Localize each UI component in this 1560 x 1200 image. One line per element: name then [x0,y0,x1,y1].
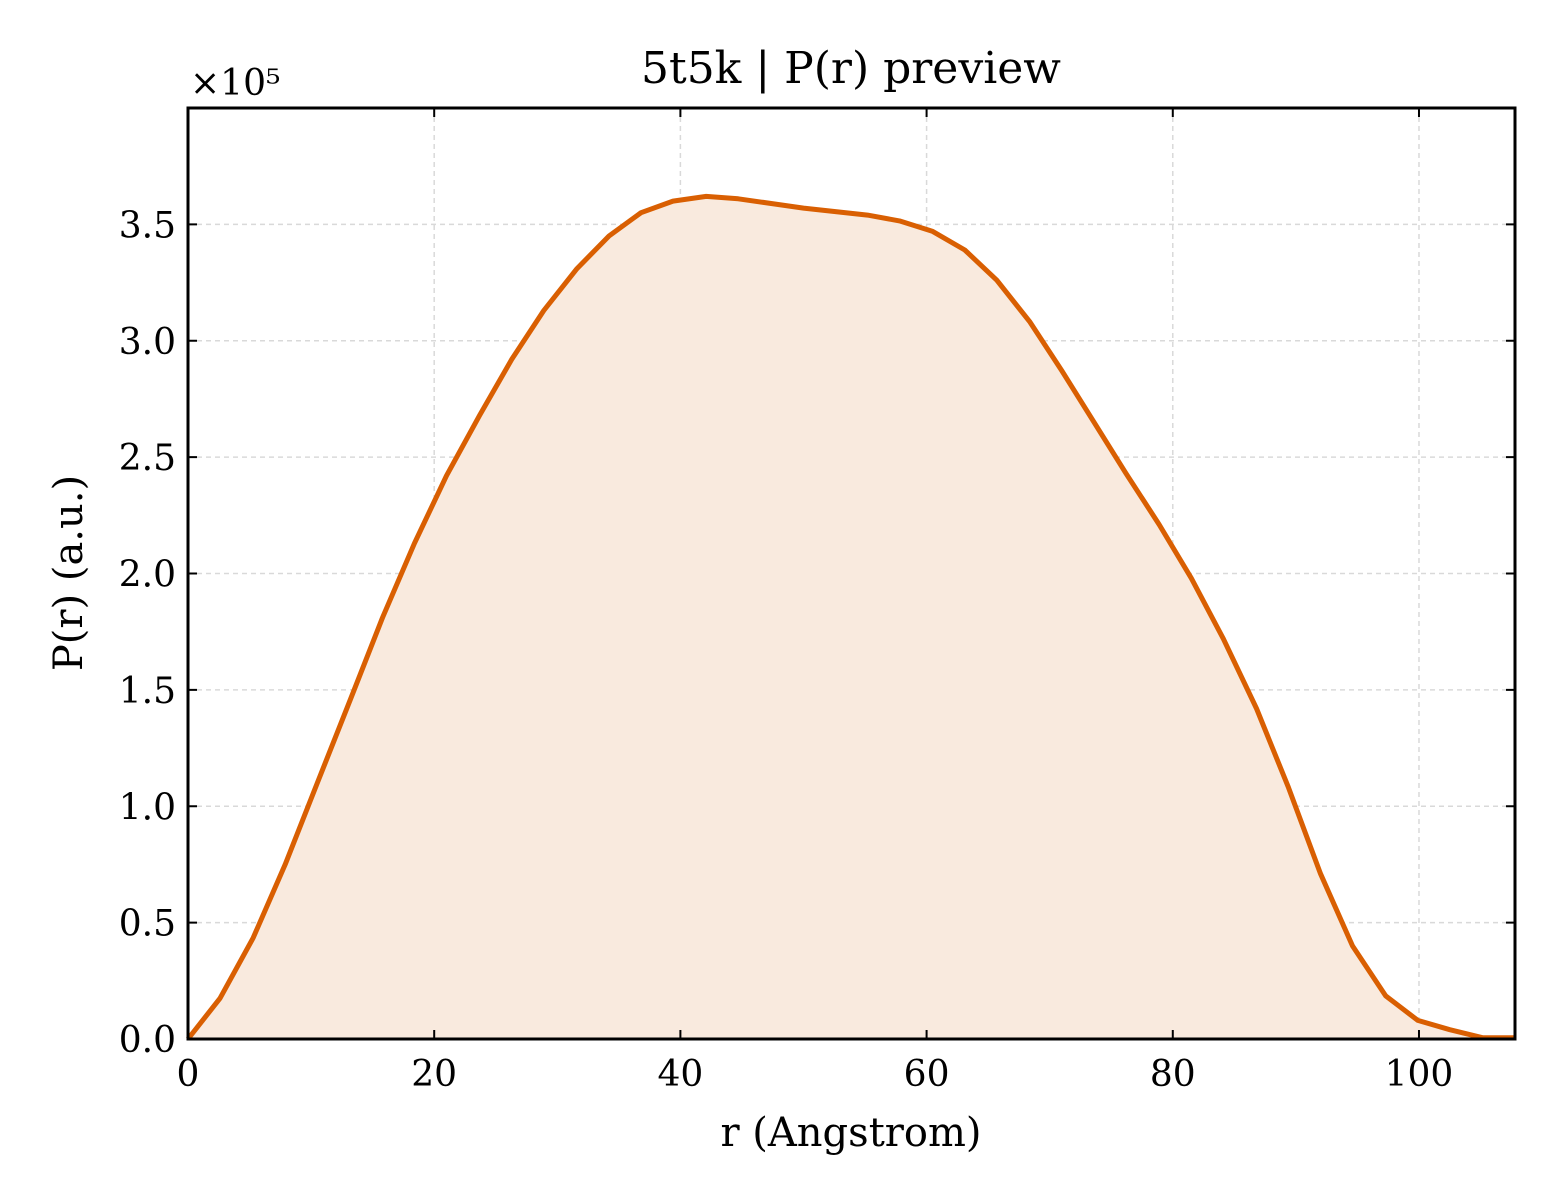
y-tick-label: 1.0 [119,787,176,828]
x-tick-label: 60 [904,1054,950,1095]
x-tick-label: 80 [1150,1054,1196,1095]
y-tick-label: 0.5 [119,904,176,945]
x-axis-title: r (Angstrom) [720,1110,981,1156]
series-line [186,193,1515,1041]
x-tick-label: 20 [411,1054,457,1095]
y-tick-label: 3.5 [119,205,176,246]
y-tick-label: 2.0 [119,555,176,596]
y-tick-label: 2.5 [119,438,176,479]
y-tick-label: 3.0 [119,322,176,363]
y-tick-label: 1.5 [119,671,176,712]
chart-title: 5t5k | P(r) preview [641,43,1061,94]
y-axis-title: P(r) (a.u.) [46,475,92,671]
x-axis-ticks: 0 20 40 60 80 100 [177,108,1454,1095]
x-tick-label: 100 [1385,1054,1454,1095]
y-axis-ticks: 0.0 0.5 1.0 1.5 2.0 2.5 3.0 3.5 [119,205,1515,1061]
x-tick-label: 0 [177,1054,200,1095]
y-tick-label: 0.0 [119,1020,176,1061]
y-multiplier-label: ×10⁵ [190,63,280,104]
x-tick-label: 40 [657,1054,703,1095]
area-fill [188,196,1515,1039]
